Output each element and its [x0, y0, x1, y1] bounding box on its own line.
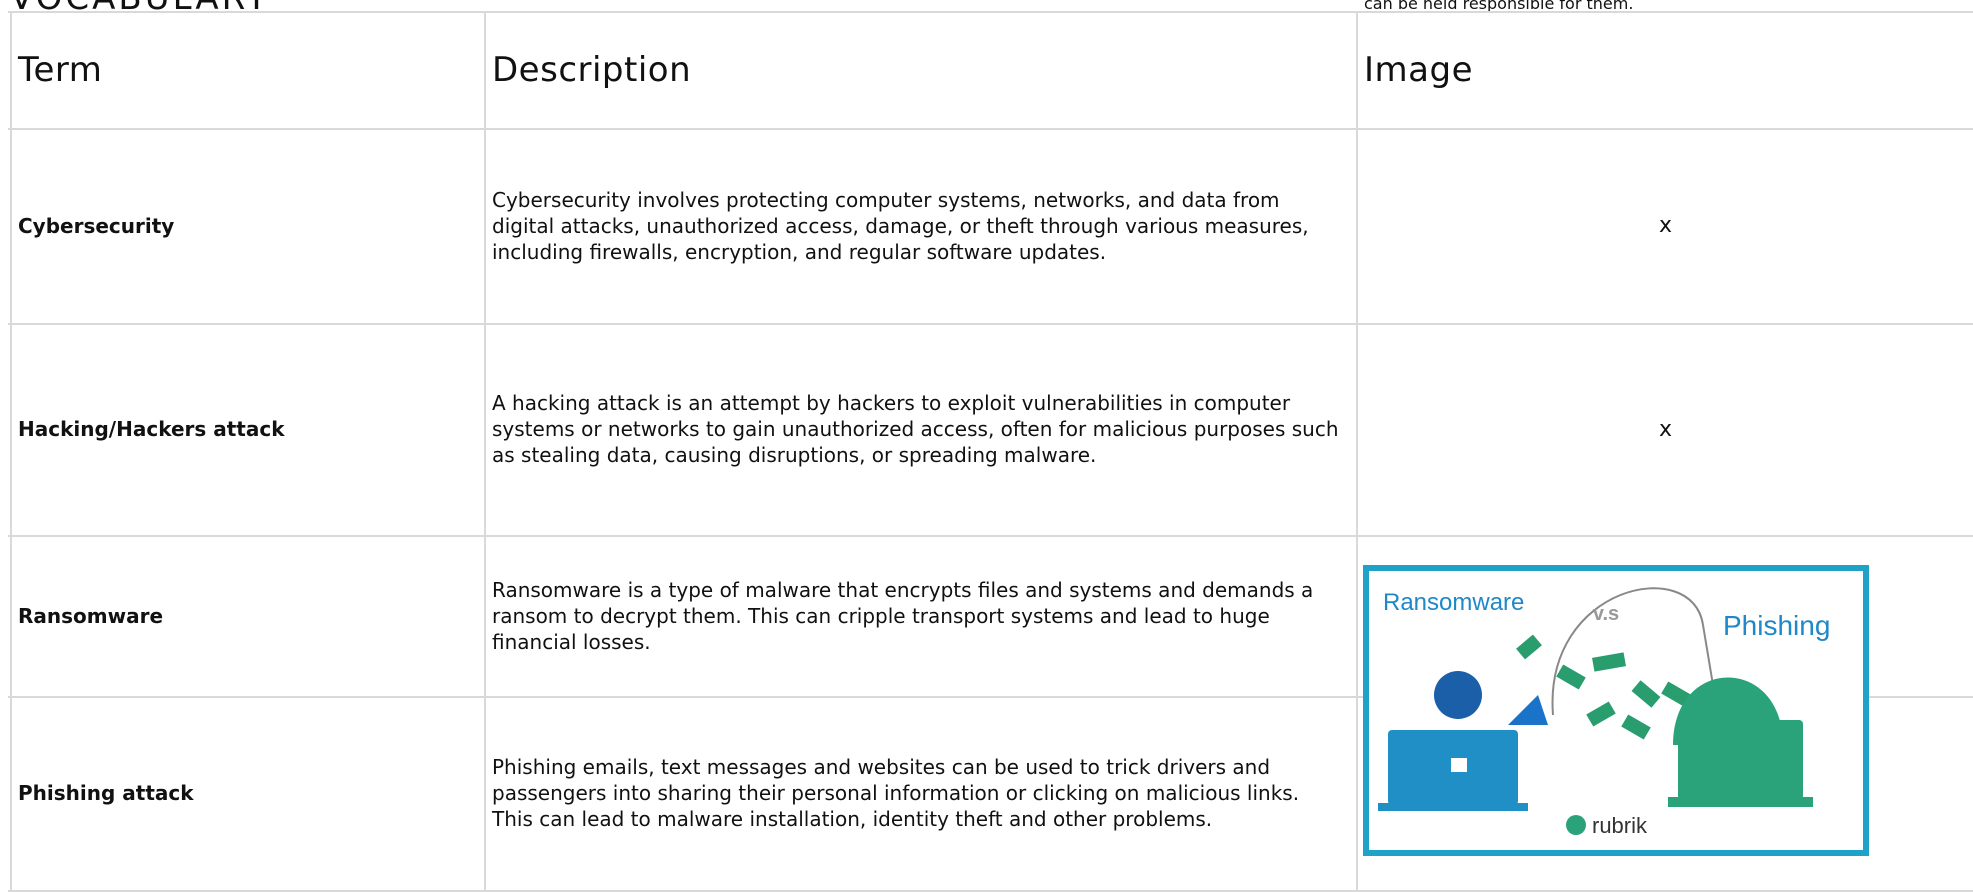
- page-title: VOCABULARY: [10, 0, 270, 18]
- image-right-label: Phishing: [1723, 610, 1830, 641]
- column-header: Description: [492, 49, 692, 90]
- column-border: [1356, 11, 1358, 890]
- column-border: [484, 11, 486, 890]
- description-cell: Cybersecurity involves protecting comput…: [492, 187, 1309, 264]
- page-note: can be held responsible for them.: [1364, 0, 1634, 13]
- image-cell: x: [1658, 416, 1673, 442]
- column-header: Image: [1364, 49, 1473, 90]
- term-cell: Phishing attack: [18, 781, 194, 805]
- image-logo: rubrik: [1592, 813, 1648, 838]
- term-cell: Cybersecurity: [18, 213, 175, 238]
- row-border: [8, 696, 1973, 698]
- image-cell: x: [1658, 213, 1673, 238]
- description-cell: A hacking attack is an attempt by hacker…: [492, 391, 1339, 467]
- term-cell: Hacking/Hackers attack: [18, 417, 285, 441]
- column-border: [10, 11, 12, 890]
- description-cell: Ransomware is a type of malware that enc…: [492, 577, 1314, 654]
- description-cell: Phishing emails, text messages and websi…: [492, 755, 1300, 831]
- row-border: [8, 535, 1973, 537]
- row-border: [8, 128, 1973, 130]
- ransomware-vs-phishing-image: Ransomware v.s Phishing rubrik: [1363, 565, 1869, 856]
- column-header: Term: [18, 49, 103, 90]
- image-left-label: Ransomware: [1383, 589, 1524, 616]
- row-border: [8, 323, 1973, 325]
- term-cell: Ransomware: [18, 603, 164, 628]
- image-middle-label: v.s: [1593, 603, 1619, 625]
- row-border: [8, 11, 1973, 13]
